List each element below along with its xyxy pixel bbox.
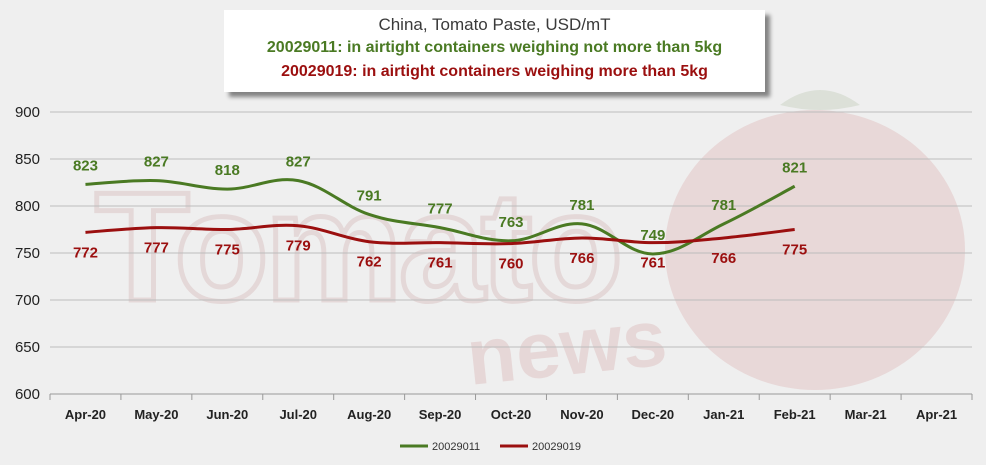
data-label: 777: [144, 240, 169, 257]
data-label: 775: [215, 242, 240, 259]
data-label: 761: [428, 255, 453, 272]
y-tick-label: 650: [15, 339, 40, 356]
x-tick-label: May-20: [134, 407, 178, 422]
y-tick-label: 850: [15, 151, 40, 168]
x-tick-label: Feb-21: [774, 407, 816, 422]
data-label: 779: [286, 238, 311, 255]
svg-text:Tomato: Tomato: [95, 160, 619, 333]
y-tick-label: 600: [15, 386, 40, 403]
x-tick-label: Sep-20: [419, 407, 462, 422]
data-label: 781: [711, 197, 736, 214]
x-tick-label: Dec-20: [632, 407, 675, 422]
series-line-20029019: [85, 223, 795, 246]
chart-title: China, Tomato Paste, USD/mT: [378, 15, 611, 34]
data-label: 827: [286, 154, 311, 171]
data-label: 791: [357, 187, 382, 204]
data-label: 777: [428, 201, 453, 218]
data-label: 749: [640, 227, 665, 244]
data-label: 781: [569, 197, 594, 214]
data-label: 766: [569, 250, 594, 267]
x-tick-label: Jul-20: [279, 407, 317, 422]
chart-subtitle-red: 20029019: in airtight containers weighin…: [281, 63, 708, 80]
x-tick-label: Jan-21: [703, 407, 744, 422]
x-tick-label: Aug-20: [347, 407, 391, 422]
series-line-20029011: [85, 178, 796, 256]
data-label: 821: [782, 159, 807, 176]
chart-title-box: China, Tomato Paste, USD/mT 20029011: in…: [224, 10, 765, 92]
data-label: 823: [73, 157, 98, 174]
x-tick-label: Apr-21: [916, 407, 957, 422]
data-label: 827: [144, 154, 169, 171]
data-label: 761: [640, 255, 665, 272]
x-tick-label: Nov-20: [560, 407, 603, 422]
chart-subtitle-green: 20029011: in airtight containers weighin…: [266, 39, 723, 56]
y-tick-label: 800: [15, 198, 40, 215]
legend-label: 20029011: [432, 441, 480, 453]
legend-label: 20029019: [532, 441, 581, 453]
y-tick-label: 700: [15, 292, 40, 309]
data-label: 763: [498, 214, 523, 231]
data-label: 775: [782, 242, 807, 259]
y-tick-label: 750: [15, 245, 40, 262]
data-label: 766: [711, 250, 736, 267]
x-tick-label: Oct-20: [491, 407, 531, 422]
data-label: 762: [357, 254, 382, 271]
y-tick-label: 900: [15, 104, 40, 121]
data-label: 818: [215, 162, 240, 179]
data-label: 772: [73, 244, 98, 261]
x-tick-label: Jun-20: [206, 407, 248, 422]
x-tick-label: Mar-21: [845, 407, 887, 422]
x-tick-label: Apr-20: [65, 407, 106, 422]
data-label: 760: [498, 256, 523, 273]
